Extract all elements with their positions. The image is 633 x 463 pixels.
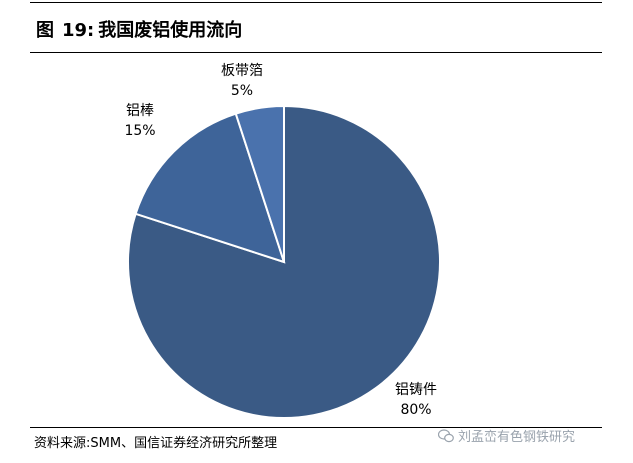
pie-slices [127,104,441,419]
source-note: 资料来源:SMM、国信证券经济研究所整理 [34,436,278,451]
watermark-text: 刘孟峦有色钢铁研究 [458,430,576,445]
slice-category: 铝铸件 [395,382,437,398]
top-rule [30,2,602,3]
slice-value: 15% [124,123,156,139]
pie-slice [127,104,441,419]
slice-value: 5% [230,83,254,99]
slice-label-cast: 铝铸件 80% [388,380,444,420]
figure-title: 图 19: 我国废铝使用流向 [36,16,242,42]
figure-title-text: 我国废铝使用流向 [98,20,243,41]
figure-number: 19: [62,20,95,41]
title-rule [30,52,602,53]
watermark: 刘孟峦有色钢铁研究 [438,426,575,445]
footer-rule [30,427,602,428]
pie-slice [234,104,285,263]
wechat-icon [438,428,454,442]
figure-prefix: 图 [36,20,54,41]
slice-label-sheet: 板带箔 5% [210,61,274,101]
slice-category: 铝棒 [126,103,154,119]
slice-label-rod: 铝棒 15% [112,101,168,141]
slice-category: 板带箔 [221,63,263,79]
slice-value: 80% [400,402,432,418]
